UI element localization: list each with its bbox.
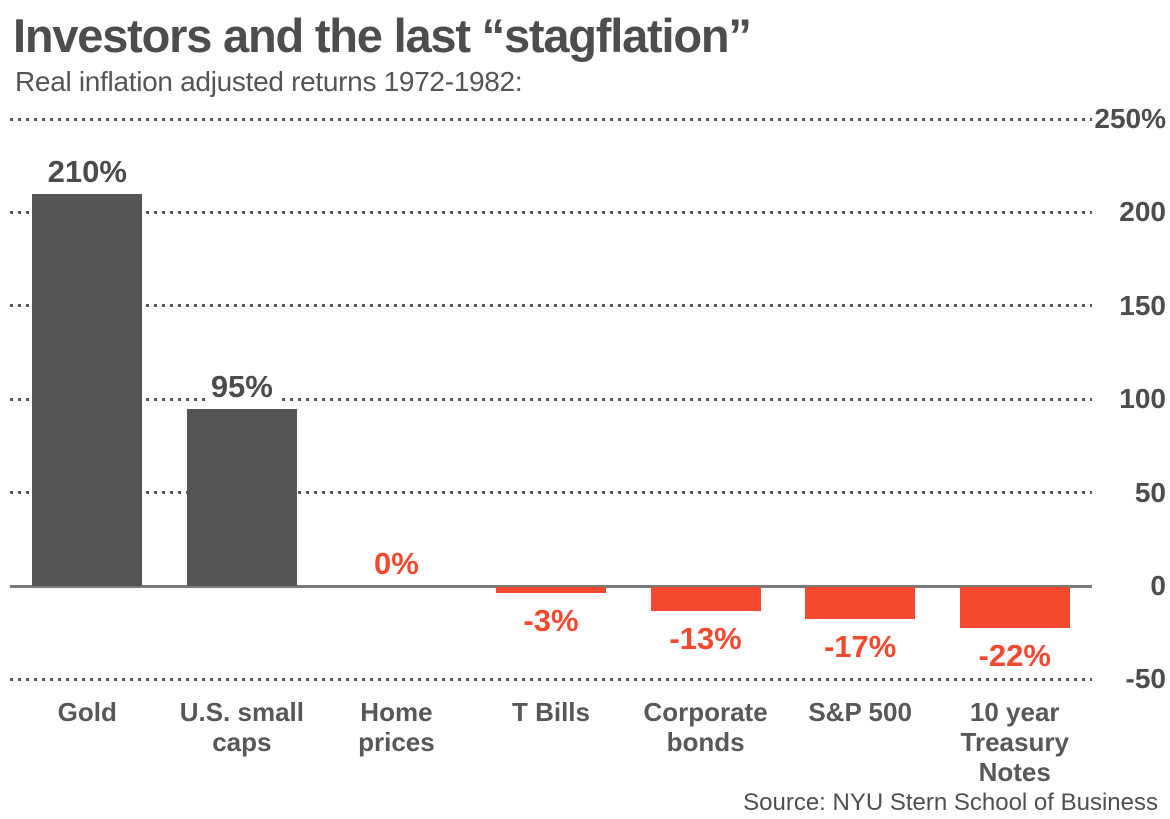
chart-title: Investors and the last “stagflation” <box>13 9 752 62</box>
category-label-s-p-500: S&P 500 <box>808 697 912 727</box>
gridline-150 <box>10 304 1092 308</box>
bar-corporate-bonds <box>650 587 761 612</box>
value-label-corporate-bonds: -13% <box>664 621 747 658</box>
gridline-200 <box>10 210 1092 214</box>
y-axis-tick-label-250: 250% <box>1094 103 1166 134</box>
category-label-gold: Gold <box>57 697 117 727</box>
y-axis-tick-label-0: 0 <box>1150 570 1166 601</box>
gridline-100 <box>10 397 1092 401</box>
category-label-t-bills: T Bills <box>511 697 590 727</box>
category-label-home-prices: Home prices <box>358 697 435 757</box>
gridline--50 <box>10 677 1092 681</box>
category-label-10-year-treasury-notes: 10 year Treasury Notes <box>960 697 1069 787</box>
y-axis-tick-label-50: 50 <box>1134 476 1166 508</box>
y-axis-tick-label-200: 200 <box>1119 196 1166 228</box>
y-axis-tick-label-150: 150 <box>1119 289 1166 321</box>
y-axis-tick-label-100: 100 <box>1119 383 1166 415</box>
value-label-s-p-500: -17% <box>818 628 902 665</box>
zero-axis-line <box>10 584 1092 588</box>
bar-u-s-small-caps <box>186 408 297 586</box>
value-label-t-bills: -3% <box>518 602 584 639</box>
gridline-50 <box>10 491 1092 495</box>
value-label-10-year-treasury-notes: -22% <box>973 638 1056 675</box>
source-credit: Source: NYU Stern School of Business <box>743 789 1158 816</box>
value-label-gold: 210% <box>42 153 132 190</box>
value-label-u-s-small-caps: 95% <box>205 368 278 405</box>
category-label-u-s-small-caps: U.S. small caps <box>179 697 304 757</box>
bar-s-p-500 <box>805 587 916 619</box>
category-label-corporate-bonds: Corporate bonds <box>643 697 768 757</box>
bar-gold <box>32 193 143 586</box>
gridline-250 <box>10 117 1092 121</box>
chart-subtitle: Real inflation adjusted returns 1972-198… <box>15 66 523 97</box>
value-label-home-prices: 0% <box>369 546 424 582</box>
bar-10-year-treasury-notes <box>959 587 1070 629</box>
y-axis-tick-label--50: -50 <box>1125 663 1166 695</box>
bar-t-bills <box>496 587 606 593</box>
